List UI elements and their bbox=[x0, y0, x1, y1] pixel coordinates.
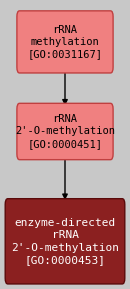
Text: rRNA
2'-O-methylation
[GO:0000451]: rRNA 2'-O-methylation [GO:0000451] bbox=[15, 114, 115, 149]
FancyBboxPatch shape bbox=[17, 11, 113, 73]
FancyBboxPatch shape bbox=[5, 199, 125, 284]
Text: rRNA
methylation
[GO:0031167]: rRNA methylation [GO:0031167] bbox=[28, 25, 102, 59]
Text: enzyme-directed
rRNA
2'-O-methylation
[GO:0000453]: enzyme-directed rRNA 2'-O-methylation [G… bbox=[11, 218, 119, 265]
FancyBboxPatch shape bbox=[17, 103, 113, 160]
